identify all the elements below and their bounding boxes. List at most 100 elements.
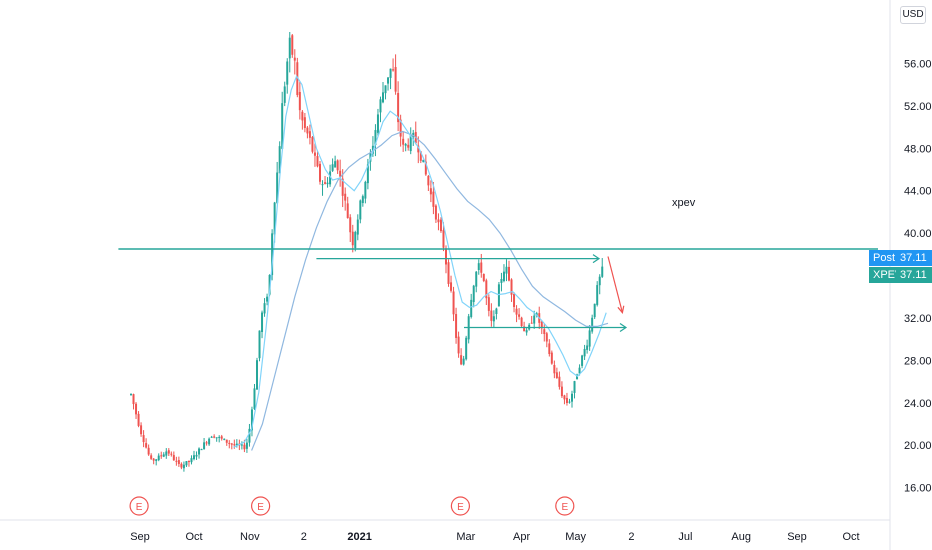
candle <box>150 453 153 460</box>
candle <box>346 196 349 219</box>
candle <box>245 438 248 453</box>
candle <box>447 259 450 287</box>
candle <box>583 344 586 360</box>
candle <box>200 448 203 451</box>
ray-arrowhead-1 <box>592 254 601 264</box>
candle <box>155 458 158 466</box>
candle <box>145 438 148 449</box>
candle <box>210 435 213 438</box>
candle <box>283 81 286 107</box>
candle <box>376 108 379 136</box>
candle <box>293 49 296 75</box>
candle <box>417 136 420 164</box>
candle <box>135 402 138 419</box>
time-axis-tick-12: Oct <box>842 531 859 543</box>
time-axis-tick-1: Oct <box>185 531 202 543</box>
candle <box>465 335 468 361</box>
chart-text-annotation[interactable]: xpev <box>672 197 696 209</box>
symbol-price-tag-value: 37.11 <box>896 267 932 283</box>
candle <box>152 457 155 465</box>
time-axis-tick-3: 2 <box>301 531 307 543</box>
earnings-marker-1[interactable]: E <box>251 496 271 516</box>
candle <box>334 155 337 168</box>
candle <box>130 393 132 396</box>
candle <box>490 303 493 327</box>
candle <box>177 456 180 467</box>
candle <box>480 253 483 278</box>
candle <box>513 292 516 313</box>
candle <box>288 31 291 73</box>
candle <box>492 310 495 328</box>
candle <box>422 159 425 163</box>
time-axis-tick-2: Nov <box>240 531 260 543</box>
candle <box>157 453 160 462</box>
moving-averages <box>233 74 609 451</box>
price-axis-tick-6: 40.00 <box>904 228 932 240</box>
candle <box>218 435 221 443</box>
candle <box>215 437 218 442</box>
ray-arrowhead-2 <box>619 323 628 333</box>
price-axis-tick-8: 48.00 <box>904 143 932 155</box>
candle <box>500 272 503 292</box>
candle <box>573 380 576 399</box>
earnings-marker-3[interactable]: E <box>555 496 575 516</box>
candle <box>563 394 566 405</box>
candle <box>331 158 334 172</box>
time-axis-tick-0: Sep <box>130 531 150 543</box>
candle <box>434 204 437 223</box>
candle <box>319 161 321 185</box>
candle <box>387 77 390 91</box>
time-axis-tick-10: Aug <box>731 531 751 543</box>
candle <box>402 131 405 152</box>
down-arrow-line[interactable] <box>607 256 623 313</box>
candle <box>162 452 165 458</box>
candle <box>487 294 490 317</box>
candle <box>445 245 447 274</box>
price-axis-tick-7: 44.00 <box>904 186 932 198</box>
candle <box>560 381 563 398</box>
candle <box>223 438 226 441</box>
candle <box>187 460 190 467</box>
time-axis-tick-6: Apr <box>513 531 530 543</box>
candle <box>303 112 306 133</box>
candle <box>261 310 264 339</box>
candle <box>225 439 228 446</box>
candle <box>404 142 407 152</box>
candle <box>407 138 410 151</box>
price-axis-tick-10: 56.00 <box>904 59 932 71</box>
currency-button[interactable]: USD <box>900 6 926 24</box>
price-axis-tick-2: 24.00 <box>904 398 932 410</box>
candle <box>462 355 465 366</box>
candle <box>137 411 140 428</box>
candle <box>313 143 316 167</box>
candle <box>581 354 584 369</box>
candle <box>190 455 193 465</box>
time-axis[interactable]: Sep Oct Nov 2 2021 Mar Apr May 2 Jul Aug Sep Oct <box>130 531 859 543</box>
candle <box>306 126 309 139</box>
candle <box>558 371 561 390</box>
candle <box>548 339 551 357</box>
candle <box>495 307 498 320</box>
candle <box>450 275 453 293</box>
candle <box>533 310 536 329</box>
time-axis-tick-9: Jul <box>678 531 692 543</box>
candle <box>160 451 163 459</box>
earnings-marker-2[interactable]: E <box>450 496 470 516</box>
candle <box>220 434 223 441</box>
candle <box>460 348 463 366</box>
candle <box>455 307 458 344</box>
candle <box>485 278 488 306</box>
candle <box>193 450 195 461</box>
candle <box>482 273 485 283</box>
candle <box>437 213 440 231</box>
candle <box>565 392 568 406</box>
earnings-marker-0[interactable]: E <box>129 496 149 516</box>
candle <box>525 327 528 336</box>
candle <box>198 447 201 459</box>
candle <box>452 286 455 322</box>
moving-average-fast-line <box>233 74 607 448</box>
candle <box>530 315 533 324</box>
drawing-layer[interactable] <box>118 248 878 333</box>
